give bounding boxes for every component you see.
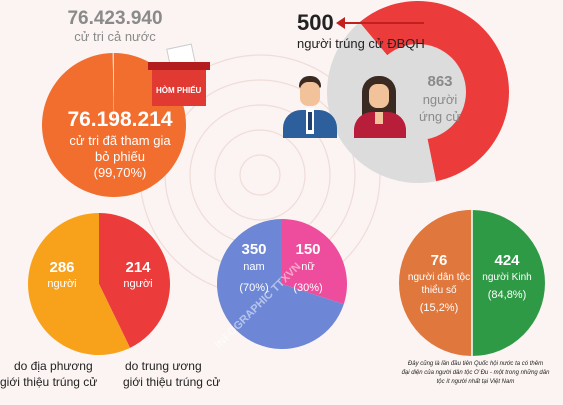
minority-line1: người dân tộc: [407, 272, 471, 283]
elected-value: 500: [297, 10, 334, 35]
male-pct: (70%): [239, 282, 269, 294]
participated-line2: bỏ phiếu: [95, 149, 145, 164]
female-pct: (30%): [293, 282, 323, 294]
pie-slice-local: [28, 213, 131, 355]
ethnicity-note-line1: Đây cũng là lần đầu tiên Quốc hội nước t…: [407, 361, 544, 367]
candidates-value: 863: [427, 73, 453, 90]
kinh-label: người Kinh: [482, 272, 532, 283]
participated-pct: (99,70%): [93, 165, 147, 180]
central-unit: người: [123, 278, 153, 290]
male-value: 350: [241, 241, 267, 258]
pie-slice-central: [99, 212, 171, 348]
pie-slice-minority-share: [412, 210, 472, 283]
local-caption-line1: do địa phương: [14, 359, 93, 373]
arrow-icon: [342, 22, 424, 24]
arrow-head-icon: [336, 17, 345, 29]
minority-pct: (15,2%): [419, 302, 459, 314]
kinh-pct: (84,8%): [487, 289, 527, 301]
participated-value: 76.198.214: [67, 108, 173, 131]
minority-value: 76: [430, 252, 448, 269]
pie-slice-non-participated: [112, 53, 114, 125]
local-unit: người: [47, 278, 77, 290]
male-label: nam: [243, 261, 265, 273]
local-caption-line2: giới thiệu trúng cử: [0, 375, 98, 389]
total-voters-value: 76.423.940: [67, 8, 163, 29]
pie-slice-female: [282, 219, 347, 305]
elected-label: người trúng cử ĐBQH: [297, 36, 425, 51]
pie-slice-participated: [42, 53, 187, 197]
candidates-line2: ứng cử: [419, 109, 461, 124]
central-caption-line2: giới thiệu trúng cử: [123, 375, 221, 389]
pie-slice-kinh: [472, 210, 545, 356]
central-caption-line1: do trung ương: [125, 359, 202, 373]
ballot-box-icon: HÒM PHIẾU: [148, 43, 210, 106]
female-value: 150: [295, 241, 321, 258]
ethnicity-note-line2: đại diện của người dân tộc Ơ Đu - một tr…: [401, 370, 550, 376]
minority-line2: thiểu số: [421, 285, 457, 296]
female-label: nữ: [301, 261, 315, 273]
local-value: 286: [49, 259, 75, 276]
male-delegate-icon: [277, 72, 341, 138]
participated-line1: cử tri đã tham gia: [69, 133, 171, 148]
kinh-value: 424: [494, 252, 520, 269]
pie-slice-male: [217, 218, 344, 349]
ballot-box-label: HÒM PHIẾU: [156, 86, 202, 95]
ethnicity-note-line3: tộc ít người nhất tại Việt Nam: [436, 379, 515, 385]
total-voters-label: cử tri cả nước: [74, 29, 156, 44]
female-delegate-icon: [348, 72, 410, 138]
candidates-line1: người: [422, 92, 458, 107]
central-value: 214: [125, 259, 151, 276]
